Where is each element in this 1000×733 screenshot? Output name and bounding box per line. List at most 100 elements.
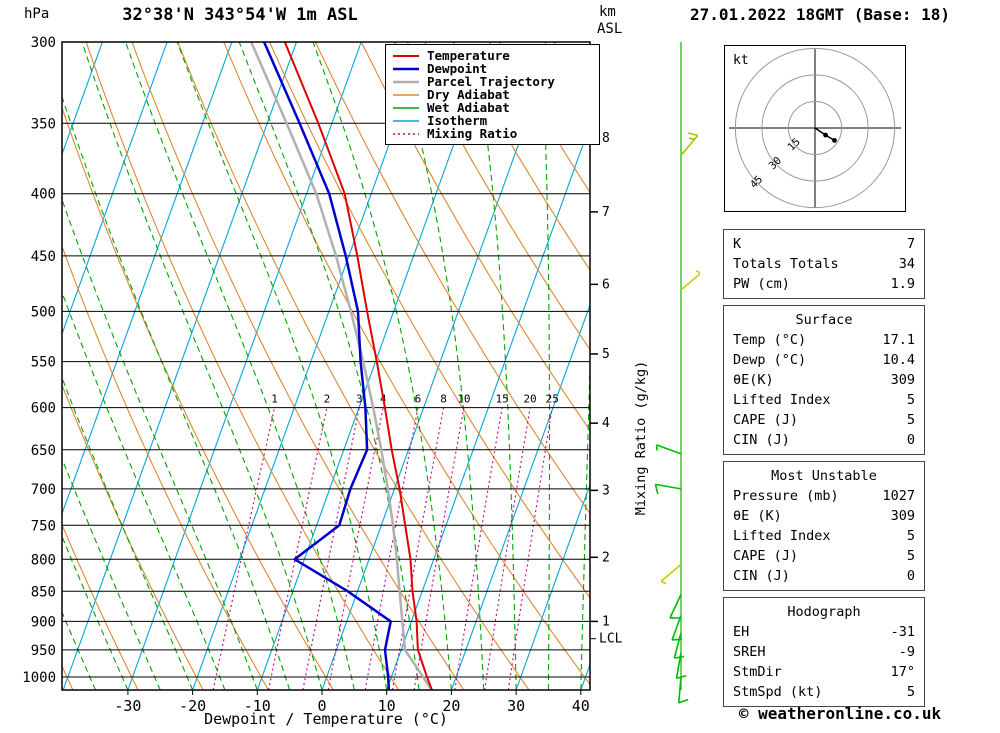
stat-label: Lifted Index (733, 392, 831, 408)
stat-label: StmDir (733, 664, 782, 680)
mixing-ratio-label: 8 (440, 393, 447, 406)
stat-value: 17° (890, 664, 915, 680)
temp-tick-label: 20 (442, 697, 460, 715)
stat-label: θE(K) (733, 372, 774, 388)
legend-item: Mixing Ratio (392, 127, 593, 140)
stat-value: 5 (906, 392, 915, 408)
wind-barb (680, 270, 700, 291)
km-tick-label: 3 (602, 483, 610, 498)
stat-row: θE(K) 309 (733, 370, 915, 390)
mixing-ratio-label: 15 (495, 393, 508, 406)
km-tick-label: 6 (602, 277, 610, 292)
plot-border (61, 41, 591, 691)
pressure-axis-unit: hPa (24, 6, 50, 22)
stat-row: SREH -9 (733, 642, 915, 662)
stat-label: EH (733, 624, 750, 640)
chart-legend: Temperature Dewpoint Parcel Trajectory Dry … (385, 44, 600, 145)
legend-item: Temperature (392, 49, 593, 62)
stat-row: StmSpd (kt) 5 (733, 682, 915, 702)
mixing-ratio-label: 20 (523, 393, 536, 406)
stat-label: Temp (°C) (733, 332, 807, 348)
stat-label: Totals Totals (733, 256, 839, 272)
stat-row: CAPE (J) 5 (733, 410, 915, 430)
stats-panels: K 7 Totals Totals 34 PW (cm) 1.9 Surface Temp (… (723, 229, 925, 713)
mixing-ratio-label: 1 (271, 393, 278, 406)
stat-value: 1027 (882, 488, 915, 504)
stat-value: 5 (906, 528, 915, 544)
stat-row: CAPE (J) 5 (733, 546, 915, 566)
sounding-curves (250, 42, 434, 690)
hodograph-point (823, 132, 829, 138)
legend-label: Dewpoint (427, 61, 488, 76)
pressure-tick-label: 500 (31, 304, 56, 320)
wind-barb (654, 483, 682, 495)
legend-line-sample (393, 132, 419, 135)
hodograph-point (832, 137, 837, 143)
stat-label: CIN (J) (733, 568, 790, 584)
stat-value: 7 (906, 236, 915, 252)
pressure-tick-label: 900 (31, 614, 56, 630)
altitude-axis-unit-asl: ASL (597, 21, 623, 37)
hodograph-ring (734, 47, 896, 209)
stat-row: Dewp (°C) 10.4 (733, 350, 915, 370)
stat-row: Lifted Index 5 (733, 390, 915, 410)
mixing-ratio-label: 10 (457, 393, 470, 406)
lcl-label: LCL (599, 632, 623, 647)
km-tick-label: 5 (602, 347, 610, 362)
stat-label: PW (cm) (733, 276, 790, 292)
stats-panel: Most Unstable Pressure (mb) 1027 θE (K) 309 L… (723, 461, 925, 591)
stat-value: 309 (890, 372, 915, 388)
stat-row: θE (K) 309 (733, 506, 915, 526)
temp-tick-label: 0 (317, 697, 326, 715)
temp-tick-label: -30 (114, 697, 141, 715)
stat-label: Lifted Index (733, 528, 831, 544)
stat-label: K (733, 236, 742, 252)
stat-label: StmSpd (kt) (733, 684, 823, 700)
km-tick-label: 1 (602, 614, 610, 629)
stat-row: StmDir 17° (733, 662, 915, 682)
km-tick-label: 7 (602, 205, 610, 220)
legend-label: Dry Adiabat (427, 87, 510, 102)
mixing-ratio-label: 25 (546, 393, 559, 406)
legend-line-sample (393, 80, 419, 83)
legend-item: Dewpoint (392, 62, 593, 75)
stat-value: 5 (906, 548, 915, 564)
stat-value: 1.9 (890, 276, 915, 292)
stat-value: -31 (890, 624, 915, 640)
legend-label: Parcel Trajectory (427, 74, 555, 89)
stat-label: CIN (J) (733, 432, 790, 448)
wind-barb (680, 132, 699, 156)
pressure-tick-label: 950 (31, 643, 56, 659)
km-tick-label: 4 (602, 416, 610, 431)
stat-value: 5 (906, 412, 915, 428)
panel-title: Hodograph (787, 604, 861, 620)
parcel-curve (250, 42, 434, 690)
pressure-tick-label: 300 (31, 35, 56, 51)
km-tick-label: 2 (602, 550, 610, 565)
legend-line-sample (393, 54, 419, 57)
hodograph-ring (761, 74, 869, 182)
mixing-ratio-axis-label: Mixing Ratio (g/kg) (633, 360, 649, 516)
pressure-tick-label: 1000 (22, 670, 56, 686)
run-datetime: 27.01.2022 18GMT (Base: 18) (689, 5, 951, 24)
pressure-tick-label: 450 (31, 249, 56, 265)
pressure-tick-label: 350 (31, 116, 56, 132)
pressure-tick-label: 800 (31, 552, 56, 568)
temp-tick-label: -20 (179, 697, 206, 715)
temperature-curve (283, 42, 433, 690)
stat-label: SREH (733, 644, 766, 660)
dewpoint-curve (262, 42, 392, 690)
legend-item: Wet Adiabat (392, 101, 593, 114)
legend-line-sample (393, 93, 419, 96)
wind-barb (655, 444, 682, 455)
stat-row: PW (cm) 1.9 (733, 274, 915, 294)
temp-tick-label: 40 (572, 697, 590, 715)
pressure-tick-label: 400 (31, 187, 56, 203)
wind-barb-column (654, 42, 700, 704)
panel-title: Surface (795, 312, 853, 328)
pressure-tick-label: 750 (31, 518, 56, 534)
stat-label: CAPE (J) (733, 412, 799, 428)
legend-item: Dry Adiabat (392, 88, 593, 101)
